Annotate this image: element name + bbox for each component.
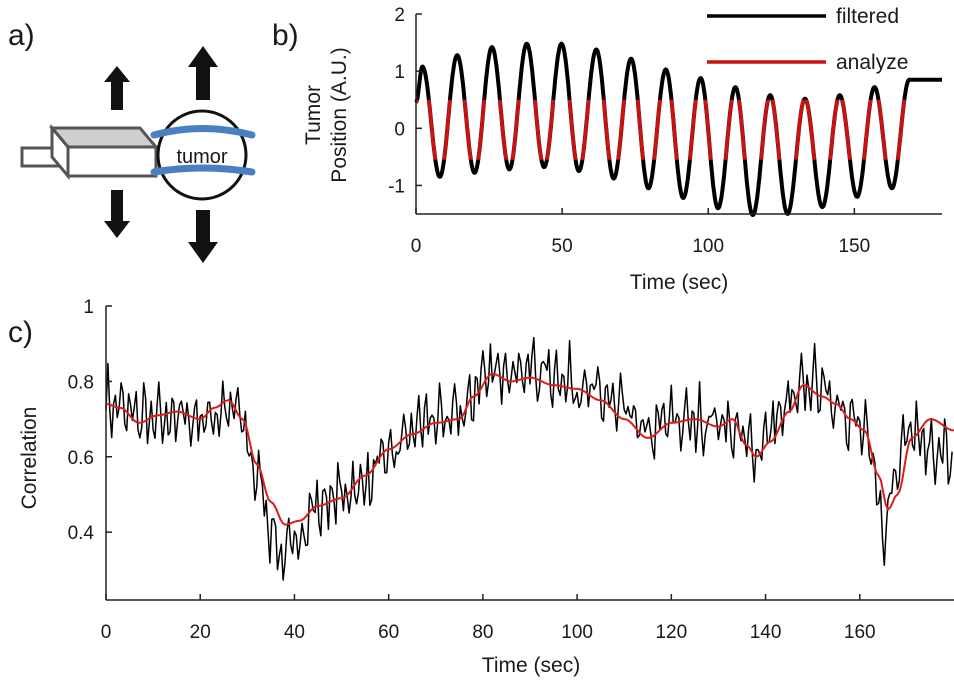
chart-c-xtick-label: 100	[561, 622, 593, 643]
motion-arrows	[104, 46, 218, 263]
legend-label-filtered: filtered	[836, 5, 899, 28]
lower-band	[150, 164, 256, 176]
chart-c-ylabel: Correlation	[18, 407, 41, 510]
panel-label-b: b)	[272, 19, 299, 52]
chart-c-xtick-label: 0	[101, 622, 112, 643]
chart-c-xtick-label: 40	[284, 622, 305, 643]
chart-c-ytick-label: 0.4	[68, 523, 95, 544]
arrow-up-right-icon	[188, 46, 218, 100]
chart-b-ylabel-line1: Tumor	[302, 85, 325, 145]
chart-c-correlation: 0 20 40 60 80 100 120 140 160 0.4 0.6 0.8 1 Time (se…	[18, 297, 954, 677]
chart-b-ytick-label: 0	[394, 119, 405, 140]
chart-c-xtick-label: 20	[190, 622, 211, 643]
chart-c-ticks: 0 20 40 60 80 100 120 140 160 0.4 0.6 0.8 1	[68, 297, 876, 643]
chart-b-xtick-label: 50	[552, 236, 573, 257]
arrow-down-right-icon	[188, 210, 218, 263]
chart-b-xtick-label: 0	[411, 236, 422, 257]
legend-label-analyze: analyze	[836, 51, 908, 74]
chart-b-xlabel: Time (sec)	[630, 271, 728, 294]
chart-b-ytick-label: 1	[394, 62, 405, 83]
series-analyze-line	[416, 99, 907, 160]
tumor-motion-diagram: tumor	[20, 46, 256, 263]
chart-c-xtick-label: 160	[844, 622, 876, 643]
chart-c-xtick-label: 140	[750, 622, 782, 643]
chart-b-ylabel-line2: Position (A.U.)	[328, 47, 351, 182]
panel-label-c: c)	[8, 316, 33, 349]
chart-b-ticks: 0 50 100 150 -1 0 1 2	[388, 5, 870, 257]
chart-c-series	[105, 336, 954, 581]
tumor-label: tumor	[176, 146, 227, 168]
chart-b-legend: filtered analyze	[707, 5, 908, 74]
chart-c-xlabel: Time (sec)	[482, 654, 580, 677]
chart-c-xtick-label: 80	[472, 622, 493, 643]
upper-band	[150, 125, 256, 139]
chart-b-xtick-label: 100	[692, 236, 724, 257]
chart-c-ytick-label: 0.8	[68, 372, 94, 393]
chart-b-ytick-label: -1	[388, 176, 405, 197]
transducer-box-top	[48, 126, 160, 149]
panel-label-a: a)	[8, 19, 35, 52]
arrow-up-left-icon	[104, 66, 130, 110]
arrow-down-left-icon	[104, 190, 130, 238]
chart-b-series	[414, 41, 944, 218]
chart-b-xtick-label: 150	[838, 236, 870, 257]
chart-c-ytick-label: 0.6	[68, 448, 94, 469]
chart-c-xtick-label: 120	[655, 622, 687, 643]
chart-b-ytick-label: 2	[394, 5, 405, 26]
chart-c-xtick-label: 60	[378, 622, 399, 643]
chart-b-tumor-position: 0 50 100 150 -1 0 1 2 Time (sec) Tumor Position…	[302, 5, 944, 294]
series-raw-correlation-line	[105, 336, 953, 581]
series-smoothed-correlation-line	[105, 372, 954, 526]
chart-c-ytick-label: 1	[83, 297, 94, 318]
transducer-box-side	[50, 123, 70, 181]
transducer-box-front	[66, 145, 158, 178]
